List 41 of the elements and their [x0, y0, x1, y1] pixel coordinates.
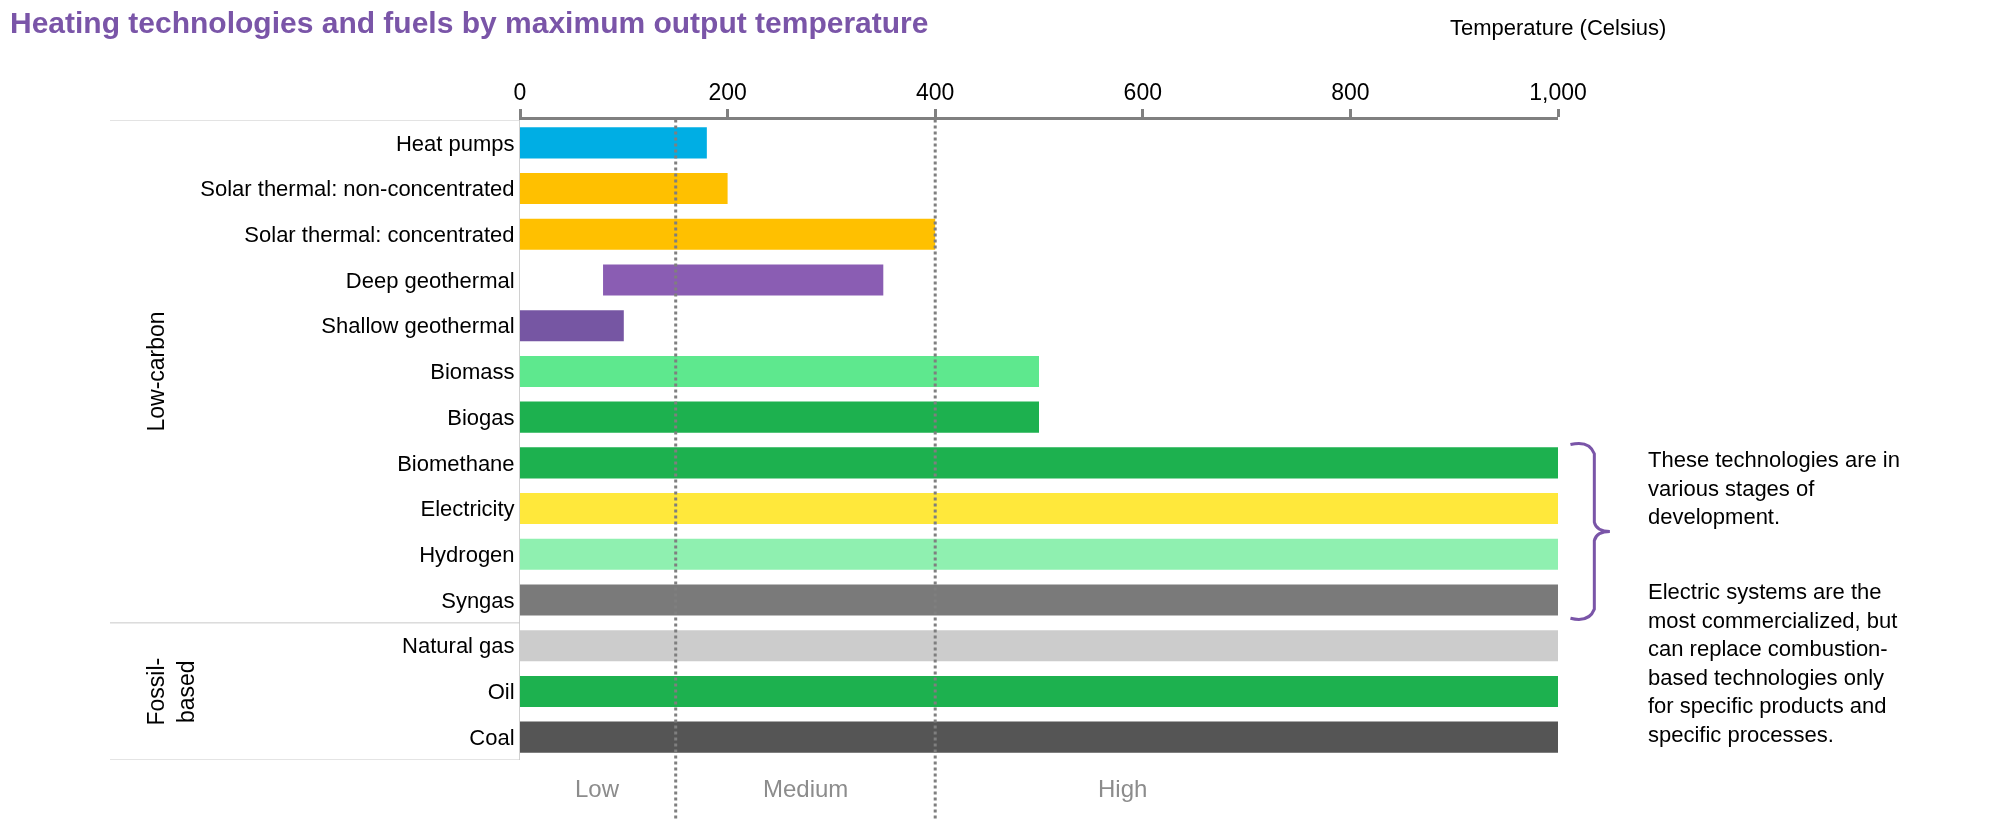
y-tick-label: Hydrogen	[419, 541, 515, 567]
y-tick-label: Solar thermal: non-concentrated	[200, 176, 515, 202]
y-tick-label: Biomass	[430, 359, 515, 385]
text: High	[1098, 775, 1148, 802]
bar	[520, 218, 936, 250]
chart-title: Heating technologies and fuels by maximum output temperature	[10, 6, 929, 40]
text: Medium	[763, 775, 849, 802]
x-tick-label: 1,000	[1529, 78, 1587, 105]
bar	[520, 493, 1558, 525]
text: These technologies are in various stages of development.	[1648, 447, 1900, 530]
y-tick-label: Coal	[469, 724, 515, 750]
x-axis-title: Temperature (Celsius)	[1450, 15, 1667, 40]
y-tick-label: Shallow geothermal	[321, 313, 515, 339]
bar	[520, 675, 1558, 707]
y-tick-label: Oil	[487, 679, 515, 705]
bar	[603, 264, 884, 296]
bar	[520, 310, 624, 342]
bar	[520, 447, 1558, 479]
x-tick-label: 600	[1123, 78, 1162, 105]
text: Low	[575, 775, 620, 802]
y-tick-label: Syngas	[441, 587, 515, 613]
x-tick-label: 800	[1331, 78, 1370, 105]
y-tick-label: Electricity	[420, 496, 515, 522]
y-tick-label: Natural gas	[402, 633, 515, 659]
x-tick-label: 200	[708, 78, 747, 105]
y-tick-label: Biomethane	[397, 450, 515, 476]
x-tick-label: 400	[916, 78, 955, 105]
y-tick-label: Heat pumps	[395, 130, 515, 156]
x-tick-label: 0	[513, 78, 527, 105]
bar	[520, 355, 1039, 387]
bar	[520, 721, 1558, 753]
text: Electric systems are the most commercialized, but can replace combustion- based technologies only for specific products and specific processes.	[1648, 579, 1898, 747]
y-tick-label: Solar thermal: concentrated	[244, 221, 515, 247]
bar	[520, 173, 728, 205]
bar	[520, 401, 1039, 433]
bar	[520, 127, 707, 159]
text: Low-carbon	[142, 311, 169, 432]
bar	[520, 538, 1558, 570]
text: Fossil- based	[142, 657, 199, 726]
y-tick-label: Biogas	[447, 404, 515, 430]
y-tick-label: Deep geothermal	[345, 267, 515, 293]
